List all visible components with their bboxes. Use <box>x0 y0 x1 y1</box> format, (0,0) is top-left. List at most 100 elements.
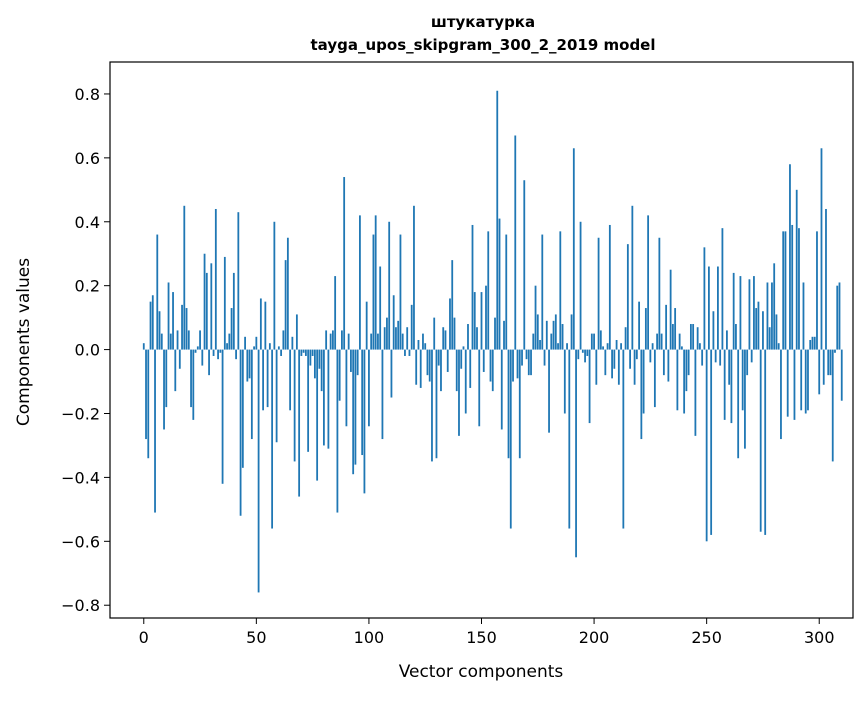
bar <box>169 333 172 350</box>
bar <box>286 237 289 350</box>
bar <box>786 349 789 417</box>
bar <box>253 346 255 350</box>
bar <box>766 282 769 350</box>
bar <box>363 349 366 494</box>
bar <box>813 336 816 350</box>
bar <box>667 349 670 382</box>
chart-subtitle: tayga_upos_skipgram_300_2_2019 model <box>311 36 656 54</box>
bar <box>313 349 316 379</box>
bar <box>683 349 686 414</box>
bar <box>307 349 310 452</box>
bar <box>660 333 663 350</box>
bar <box>516 349 519 379</box>
bar <box>773 263 776 350</box>
bar <box>834 349 836 353</box>
bar <box>223 256 226 350</box>
bar <box>780 349 782 440</box>
bar <box>820 148 823 350</box>
bar <box>311 349 314 356</box>
bar <box>174 349 177 392</box>
bar <box>165 349 168 408</box>
bar <box>327 349 330 449</box>
bar <box>295 314 298 350</box>
bar <box>730 349 733 424</box>
bar <box>194 349 197 353</box>
bar <box>147 349 150 459</box>
bar <box>316 349 319 481</box>
bar <box>408 349 411 356</box>
bar <box>374 215 377 350</box>
bar <box>626 244 629 350</box>
bar <box>266 349 269 408</box>
bar <box>838 282 841 350</box>
bar <box>410 304 413 350</box>
bar <box>178 349 181 369</box>
bar <box>181 304 183 350</box>
bar <box>154 349 156 513</box>
bar <box>717 266 719 350</box>
bar <box>658 237 661 350</box>
x-tick-label: 250 <box>691 628 722 647</box>
bar <box>417 340 420 350</box>
bar <box>584 349 586 363</box>
bar <box>541 234 544 350</box>
bar <box>273 221 276 350</box>
bar <box>543 349 546 366</box>
bar <box>460 349 463 369</box>
bar <box>485 285 487 350</box>
bar <box>318 349 321 369</box>
bar <box>392 295 395 350</box>
bar <box>631 205 634 350</box>
bar <box>241 349 244 468</box>
bar <box>512 349 514 382</box>
bar <box>331 330 334 350</box>
bar <box>280 349 283 356</box>
bar <box>577 349 580 360</box>
bar <box>401 333 404 350</box>
bar <box>192 349 195 420</box>
bar <box>334 276 337 350</box>
bar <box>505 234 508 350</box>
bar <box>277 346 280 350</box>
bar <box>696 327 699 350</box>
bar <box>822 349 825 385</box>
bar <box>640 349 643 440</box>
bar <box>624 327 627 350</box>
bar <box>735 324 737 350</box>
bar <box>406 327 409 350</box>
bar <box>595 349 598 385</box>
bar <box>694 349 697 436</box>
bar <box>478 349 481 427</box>
bar <box>383 327 386 350</box>
bar <box>629 349 632 369</box>
bar <box>239 349 242 516</box>
bar <box>804 349 807 414</box>
bar <box>575 349 577 558</box>
bar <box>304 349 307 356</box>
bar <box>590 333 593 350</box>
bar <box>300 349 303 356</box>
bar <box>775 314 778 350</box>
bar <box>379 266 382 350</box>
bar <box>530 349 532 376</box>
bar <box>581 349 584 353</box>
bars-group <box>142 90 843 593</box>
bar <box>341 330 343 350</box>
bar <box>388 221 391 350</box>
bar <box>615 340 618 350</box>
y-tick-label: 0.2 <box>75 277 100 296</box>
bar <box>633 349 636 385</box>
bar <box>744 349 746 449</box>
bar <box>698 343 701 350</box>
x-tick-label: 50 <box>246 628 266 647</box>
bar <box>689 324 692 350</box>
bar <box>221 349 224 484</box>
bar <box>275 349 278 443</box>
y-tick-label: −0.4 <box>61 468 100 487</box>
bar <box>185 308 188 350</box>
bar <box>726 330 728 350</box>
bar <box>665 304 668 350</box>
bar <box>793 349 796 420</box>
bar <box>271 349 274 529</box>
bar <box>764 349 767 535</box>
